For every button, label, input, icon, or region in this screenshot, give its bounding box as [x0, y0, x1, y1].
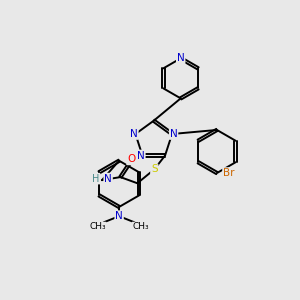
Text: N: N — [104, 174, 112, 184]
Text: CH₃: CH₃ — [89, 223, 106, 232]
Text: N: N — [130, 129, 138, 139]
Text: O: O — [127, 154, 135, 164]
Text: CH₃: CH₃ — [132, 223, 149, 232]
Text: N: N — [177, 53, 184, 63]
Text: N: N — [170, 129, 178, 139]
Text: H: H — [92, 174, 100, 184]
Text: S: S — [151, 164, 158, 174]
Text: N: N — [137, 151, 145, 160]
Text: Br: Br — [223, 168, 235, 178]
Text: N: N — [115, 211, 123, 221]
